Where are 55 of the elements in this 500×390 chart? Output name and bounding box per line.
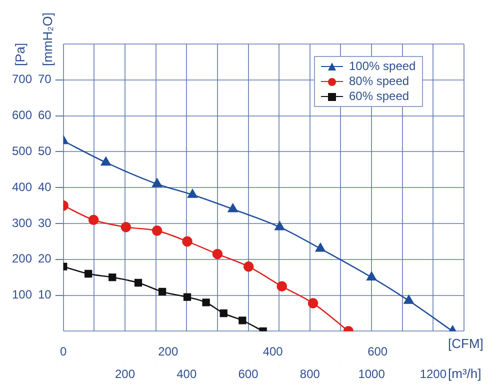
- point: [308, 298, 318, 308]
- point: [182, 236, 192, 247]
- y-tick-label: 300: [12, 216, 32, 230]
- y-tick-label: 100: [12, 288, 32, 302]
- y2-tick-label: 30: [38, 216, 52, 230]
- y2-tick-label: 50: [38, 144, 52, 158]
- point: [366, 272, 377, 280]
- x-axis-title: [m³/h]: [448, 366, 482, 382]
- point: [238, 316, 246, 324]
- point: [100, 156, 111, 166]
- point: [243, 261, 254, 272]
- y2-tick-label: 10: [38, 288, 52, 302]
- x2-tick-label: 400: [262, 344, 284, 359]
- x2-tick-label: 0: [60, 344, 68, 359]
- y2-tick-label: 60: [38, 108, 52, 122]
- point: [120, 222, 132, 232]
- x2-axis-title: [CFM]: [448, 336, 484, 351]
- point: [276, 281, 288, 292]
- x-tick-label: 1000: [358, 367, 386, 382]
- point: [274, 221, 285, 230]
- y-tick-label: 600: [12, 108, 32, 122]
- point: [88, 214, 99, 226]
- point: [108, 274, 116, 282]
- point: [212, 248, 223, 260]
- x2-tick-label: 600: [368, 344, 388, 359]
- y-tick-label: 200: [12, 252, 32, 266]
- point: [188, 189, 198, 198]
- y-tick-label: 400: [12, 180, 32, 194]
- y-axis-title: [Pa]: [12, 42, 28, 66]
- point: [158, 288, 166, 296]
- point: [134, 278, 142, 287]
- point: [183, 293, 192, 301]
- point: [228, 203, 238, 212]
- y2-tick-label: 40: [38, 180, 52, 194]
- x-tick-label: 200: [114, 367, 136, 382]
- point: [202, 298, 210, 306]
- x-tick-label: 800: [300, 367, 320, 382]
- x-tick-label: 400: [176, 367, 197, 382]
- y2-tick-label: 20: [38, 252, 52, 266]
- x-tick-label: 600: [238, 367, 259, 382]
- x-tick-label: 1200: [420, 367, 447, 382]
- point: [315, 242, 326, 252]
- point: [152, 226, 162, 236]
- y-tick-label: 500: [12, 144, 32, 158]
- x2-tick-label: 200: [158, 344, 178, 359]
- point: [84, 270, 92, 278]
- y2-tick-label: 70: [38, 72, 52, 86]
- legend-label: 100% speed: [349, 59, 416, 74]
- y-tick-label: 700: [12, 72, 32, 86]
- y2-axis-title: [mmH₂O]: [40, 12, 55, 66]
- legend-label: 80% speed: [349, 74, 410, 89]
- point: [152, 178, 162, 188]
- point: [404, 295, 414, 304]
- legend-label: 60% speed: [349, 89, 410, 104]
- point: [220, 309, 228, 318]
